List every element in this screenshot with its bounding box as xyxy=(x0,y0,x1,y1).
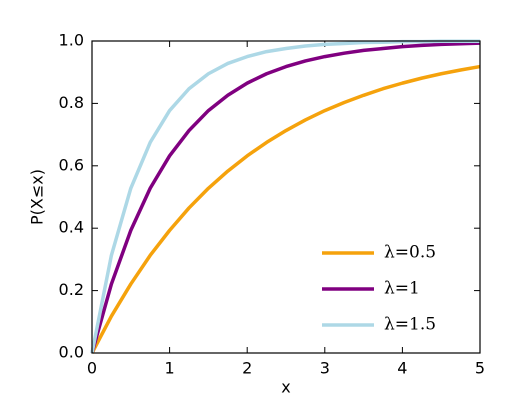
x-tick-label: 0 xyxy=(87,359,97,378)
y-tick-label: 0.4 xyxy=(59,218,84,237)
series-line xyxy=(90,41,481,354)
series-line xyxy=(90,39,480,354)
y-tick-label: 1.0 xyxy=(59,31,84,50)
legend-label: λ=1 xyxy=(384,279,420,299)
x-tick-label: 3 xyxy=(320,359,330,378)
y-tick-label: 0.8 xyxy=(59,93,84,112)
x-tick-label: 5 xyxy=(475,359,485,378)
x-tick-label: 2 xyxy=(242,359,252,378)
series-line xyxy=(90,64,481,354)
legend-label: λ=1.5 xyxy=(384,315,436,335)
x-tick-label: 4 xyxy=(397,359,407,378)
plot-frame xyxy=(91,40,481,354)
y-tick-label: 0.0 xyxy=(59,343,84,362)
x-axis-label: x xyxy=(281,378,290,397)
y-tick-label: 0.6 xyxy=(59,155,84,174)
y-axis-label: P(X≤x) xyxy=(28,169,47,225)
y-tick-label: 0.2 xyxy=(59,280,84,299)
legend-label: λ=0.5 xyxy=(384,243,436,263)
x-tick-label: 1 xyxy=(165,359,175,378)
